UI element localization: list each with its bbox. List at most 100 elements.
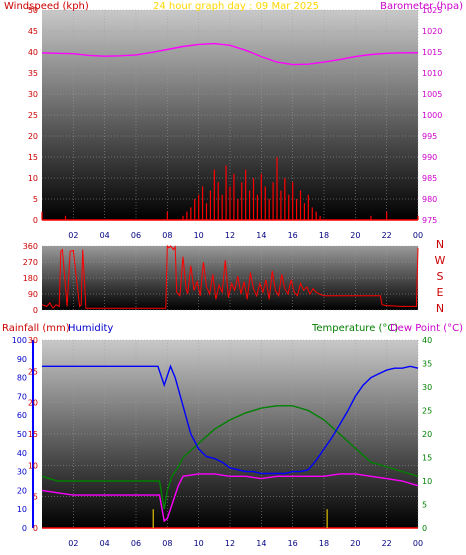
rain-humidity-x-tick-labels: 02 04 06 08 10 12 14 16 18 20 22 00: [68, 539, 423, 548]
windspeed-tick-label: 45: [28, 27, 38, 36]
humidity-line: [42, 364, 419, 475]
rainfall-tick-label: 10: [28, 461, 38, 470]
rainfall-tick-labels: 0 5 10 15 20 25 30: [28, 336, 38, 533]
humidity-tick-label: 60: [17, 411, 27, 420]
x-tick-label: 00: [413, 539, 423, 548]
barometer-tick-label: 995: [422, 132, 437, 141]
rainfall-tick-label: 30: [28, 336, 38, 345]
x-tick-label: 16: [288, 231, 298, 240]
humidity-tick-label: 40: [17, 449, 27, 458]
humidity-tick-label: 100: [12, 336, 27, 345]
wind-direction-compass-label: N: [436, 302, 444, 315]
wind-direction-series: [41, 244, 419, 310]
wind-direction-degree-label: 0: [33, 306, 38, 315]
temperature-tick-label: 10: [422, 477, 432, 486]
temperature-tick-label: 20: [422, 430, 432, 439]
windspeed-tick-label: 15: [28, 153, 38, 162]
graph-title: 24 hour graph day : 09 Mar 2025: [153, 1, 319, 12]
rain-humidity-gridlines: [42, 339, 419, 529]
x-tick-label: 02: [68, 539, 78, 548]
wind-direction-degree-label: 360: [23, 242, 38, 251]
x-tick-label: 02: [68, 231, 78, 240]
wind-direction-line: [41, 244, 419, 310]
x-tick-label: 06: [131, 539, 141, 548]
x-tick-label: 22: [382, 539, 392, 548]
wind-direction-degree-labels: 0 90 180 270 360: [23, 242, 38, 315]
humidity-tick-label: 10: [17, 505, 27, 514]
rainfall-tick-label: 15: [28, 430, 38, 439]
windspeed-tick-label: 30: [28, 90, 38, 99]
windspeed-tick-label: 50: [28, 6, 38, 15]
barometer-axis-title: Barometer (hpa): [380, 1, 463, 12]
barometer-tick-label: 1010: [422, 69, 442, 78]
wind-direction-degree-label: 180: [23, 274, 38, 283]
windspeed-tick-label: 40: [28, 48, 38, 57]
temperature-tick-label: 5: [422, 501, 427, 510]
x-tick-label: 00: [413, 231, 423, 240]
rainfall-axis-title: Rainfall (mm): [2, 323, 70, 334]
temperature-tick-labels: 0 5 10 15 20 25 30 35 40: [422, 336, 432, 533]
barometer-tick-label: 1015: [422, 48, 442, 57]
rainfall-tick-label: 25: [28, 367, 38, 376]
dewpoint-axis-title: Dew Point (°C): [390, 323, 463, 334]
rainfall-tick-label: 20: [28, 399, 38, 408]
x-tick-label: 12: [225, 231, 235, 240]
wind-direction-degree-label: 270: [23, 258, 38, 267]
temperature-tick-label: 40: [422, 336, 432, 345]
wind-direction-compass-label: N: [436, 238, 444, 251]
x-tick-label: 16: [288, 539, 298, 548]
humidity-tick-label: 20: [17, 486, 27, 495]
windspeed-tick-labels: 0 5 10 15 20 25 30 35 40 45 50: [28, 6, 38, 225]
temperature-tick-label: 35: [422, 360, 432, 369]
x-tick-label: 08: [162, 231, 172, 240]
barometer-tick-labels: 975 980 985 990 995 1000 1005 1010 1015 1020 1025: [422, 6, 442, 225]
humidity-tick-label: 30: [17, 468, 27, 477]
windspeed-tick-label: 35: [28, 69, 38, 78]
temperature-tick-label: 15: [422, 454, 432, 463]
dewpoint-line: [41, 473, 419, 523]
windspeed-tick-label: 5: [33, 195, 38, 204]
x-tick-label: 20: [350, 231, 360, 240]
barometer-tick-label: 1005: [422, 90, 442, 99]
x-tick-label: 08: [162, 539, 172, 548]
x-tick-label: 10: [194, 539, 204, 548]
wind-direction-compass-label: S: [437, 270, 444, 283]
temperature-axis-title: Temperature (°C): [311, 323, 398, 334]
humidity-tick-label: 70: [17, 392, 27, 401]
rain-humidity-temp-series: [41, 364, 419, 529]
x-tick-label: 04: [100, 539, 110, 548]
barometer-tick-label: 975: [422, 216, 437, 225]
x-tick-label: 18: [319, 539, 329, 548]
x-tick-label: 12: [225, 539, 235, 548]
humidity-tick-label: 80: [17, 374, 27, 383]
rainfall-tick-label: 5: [33, 493, 38, 502]
x-tick-label: 18: [319, 231, 329, 240]
wind-direction-degree-label: 90: [28, 290, 38, 299]
x-tick-label: 14: [256, 231, 266, 240]
humidity-tick-label: 0: [22, 524, 27, 533]
temperature-line: [41, 405, 419, 510]
windspeed-tick-label: 10: [28, 174, 38, 183]
wind-direction-compass-label: W: [435, 254, 446, 267]
windspeed-tick-label: 20: [28, 132, 38, 141]
barometer-tick-label: 1025: [422, 6, 442, 15]
x-tick-label: 20: [350, 539, 360, 548]
rain-humidity-temp-chart: 0 10 20 30 40 50 60 70 80 90 100 0 5 10 15 20 25 30 0 5 10…: [2, 323, 463, 548]
temperature-tick-label: 25: [422, 407, 432, 416]
x-tick-label: 22: [382, 231, 392, 240]
temperature-tick-label: 0: [422, 524, 427, 533]
x-tick-label: 14: [256, 539, 266, 548]
barometer-tick-label: 1000: [422, 111, 442, 120]
barometer-tick-label: 985: [422, 174, 437, 183]
wind-baro-gridlines: [42, 9, 419, 221]
barometer-tick-label: 990: [422, 153, 437, 162]
humidity-tick-label: 50: [17, 430, 27, 439]
wind-baro-series: [41, 42, 419, 221]
humidity-axis-title: Humidity: [68, 323, 113, 334]
barometer-tick-label: 1020: [422, 27, 442, 36]
wind-direction-plot-area: [42, 246, 418, 310]
